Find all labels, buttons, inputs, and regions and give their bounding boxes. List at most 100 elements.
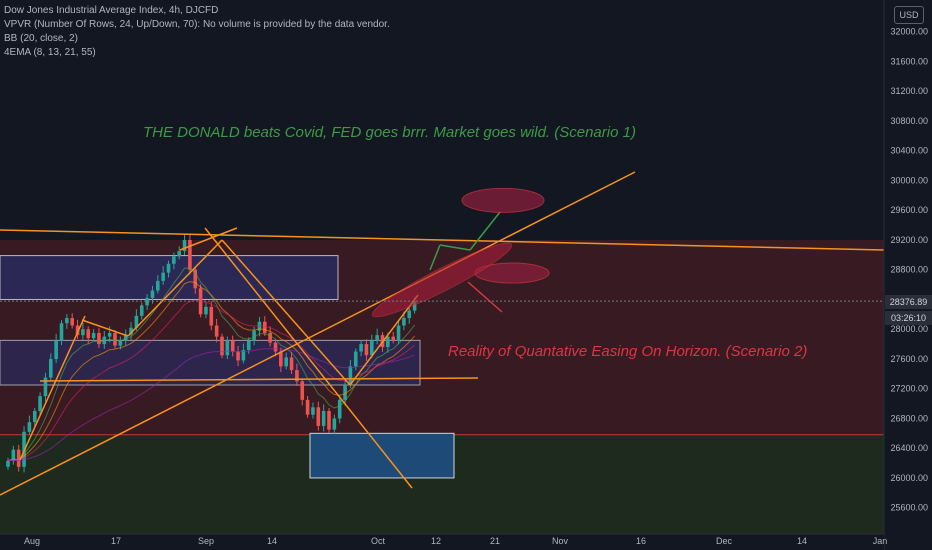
scenario-2-path xyxy=(467,281,503,313)
trend-line xyxy=(19,315,86,461)
candle-body xyxy=(220,336,224,356)
trend-line xyxy=(204,227,413,489)
y-tick-label: 29200.00 xyxy=(890,235,928,245)
x-tick-label: 16 xyxy=(636,536,646,546)
candle-body xyxy=(311,407,315,415)
candle-body xyxy=(348,366,353,385)
scenario-1-note: THE DONALD beats Covid, FED goes brrr. M… xyxy=(143,124,636,141)
indicator-4ema[interactable]: 4EMA (8, 13, 21, 55) xyxy=(4,47,96,58)
candle-body xyxy=(268,332,272,343)
candle-body xyxy=(161,272,165,281)
candle-body xyxy=(359,344,363,352)
candle-body xyxy=(65,318,69,324)
candle-body xyxy=(241,350,246,361)
candle-body xyxy=(289,357,294,371)
candle-body xyxy=(407,310,412,319)
candle-body xyxy=(284,357,288,367)
y-tick-label: 29600.00 xyxy=(890,205,928,215)
y-tick-label: 31600.00 xyxy=(890,56,928,66)
y-tick-label: 27200.00 xyxy=(890,384,928,394)
candle-body xyxy=(32,411,37,423)
candle-body xyxy=(209,306,214,326)
candle-body xyxy=(412,301,417,311)
candle-body xyxy=(375,335,379,341)
candle-body xyxy=(327,411,331,430)
y-tick-label: 26000.00 xyxy=(890,473,928,483)
candle-body xyxy=(316,407,321,426)
y-tick-label: 28000.00 xyxy=(890,324,928,334)
candle-body xyxy=(391,336,395,341)
scenario-1-target xyxy=(461,187,545,213)
y-tick-label: 30000.00 xyxy=(890,175,928,185)
support-box xyxy=(309,432,455,479)
candle-body xyxy=(370,340,374,356)
y-tick-label: 32000.00 xyxy=(890,27,928,37)
last-price-badge: 28376.89 xyxy=(885,295,932,309)
trend-line xyxy=(0,171,636,496)
ema-8-line xyxy=(7,267,415,462)
candle-body xyxy=(54,340,58,359)
trend-line xyxy=(349,294,419,386)
candle-body xyxy=(236,351,240,361)
trend-line xyxy=(179,227,238,251)
indicator-vpvr[interactable]: VPVR (Number Of Rows, 24, Up/Down, 70): … xyxy=(4,19,390,30)
candle-body xyxy=(402,318,406,326)
candle-body xyxy=(150,290,155,298)
candle-body xyxy=(364,344,369,356)
candle-body xyxy=(343,384,347,400)
ema-55-line xyxy=(7,348,415,462)
candle-body xyxy=(279,351,283,367)
candle-body xyxy=(91,332,96,339)
candle-body xyxy=(118,340,123,346)
candle-body xyxy=(75,325,80,336)
candle-body xyxy=(70,318,74,326)
candle-body xyxy=(225,340,230,356)
indicator-bb[interactable]: BB (20, close, 2) xyxy=(4,33,78,44)
trend-line xyxy=(0,229,885,251)
candle-body xyxy=(386,336,390,348)
candle-body xyxy=(295,370,299,382)
y-tick-label: 30800.00 xyxy=(890,116,928,126)
candle-body xyxy=(16,449,21,467)
y-tick-label: 28800.00 xyxy=(890,265,928,275)
time-axis-bg xyxy=(0,534,884,550)
candle-body xyxy=(182,239,187,252)
symbol-title[interactable]: Dow Jones Industrial Average Index, 4h, … xyxy=(4,5,219,16)
candle-body xyxy=(139,305,144,316)
currency-toggle-button[interactable]: USD xyxy=(894,6,924,24)
candle-body xyxy=(252,330,256,341)
scenario-1-path xyxy=(439,244,471,251)
x-tick-label: Aug xyxy=(24,536,40,546)
price-axis-bg xyxy=(884,0,932,550)
x-tick-label: Jan xyxy=(873,536,888,546)
candle-body xyxy=(97,332,101,345)
candle-body xyxy=(321,411,326,426)
candle-body xyxy=(129,327,133,335)
trend-line xyxy=(221,239,351,386)
x-tick-label: 17 xyxy=(111,536,121,546)
candle-body xyxy=(353,351,358,367)
y-tick-label: 30400.00 xyxy=(890,146,928,156)
x-tick-label: Sep xyxy=(198,536,214,546)
candle-body xyxy=(123,334,128,341)
candle-body xyxy=(188,239,192,270)
candle-body xyxy=(49,358,53,378)
trend-line xyxy=(127,239,223,337)
candle-body xyxy=(332,418,337,430)
candle-body xyxy=(257,321,262,331)
breakout-channel xyxy=(371,242,513,318)
y-tick-label: 26400.00 xyxy=(890,443,928,453)
candle-body xyxy=(107,332,112,337)
x-tick-label: 14 xyxy=(797,536,807,546)
candle-body xyxy=(27,422,32,432)
x-tick-label: 21 xyxy=(490,536,500,546)
candle-body xyxy=(81,329,85,336)
candle-body xyxy=(337,399,342,419)
candle-body xyxy=(305,399,310,415)
y-tick-label: 26800.00 xyxy=(890,413,928,423)
scenario-2-note: Reality of Quantative Easing On Horizon.… xyxy=(448,343,808,360)
x-tick-label: 14 xyxy=(267,536,277,546)
candle-body xyxy=(396,325,401,341)
